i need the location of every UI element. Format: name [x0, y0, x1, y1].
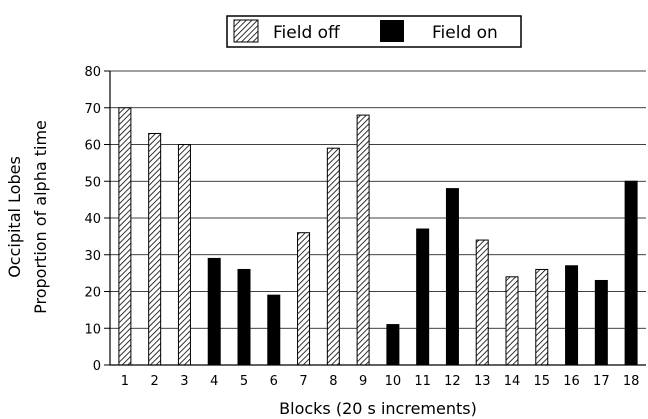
legend-label-field-off: Field off [273, 23, 341, 43]
x-tick-label-11: 11 [414, 374, 431, 389]
x-tick-label-1: 1 [121, 374, 129, 389]
bar-block-15 [535, 268, 549, 366]
bars [118, 107, 638, 366]
y-tick-labels: 0 10 20 30 40 50 60 70 80 [84, 65, 101, 374]
bar-block-7 [297, 232, 311, 366]
x-tick-label-2: 2 [151, 374, 159, 389]
y-tick-label-10: 10 [84, 322, 101, 337]
x-tick-labels: 1 2 3 4 5 6 7 8 9 10 11 12 13 14 15 16 17 18 [121, 374, 640, 389]
y-tick-label-0: 0 [93, 359, 101, 374]
y-tick-label-80: 80 [84, 65, 101, 80]
bar-block-9 [356, 114, 370, 366]
bar-block-1 [118, 107, 132, 366]
bar-block-11 [416, 228, 430, 366]
legend-swatch-field-off [233, 19, 259, 43]
bar-block-2 [148, 132, 162, 366]
x-tick-label-15: 15 [534, 374, 551, 389]
bar-block-6 [267, 294, 281, 366]
x-tick-label-9: 9 [359, 374, 367, 389]
x-tick-label-10: 10 [385, 374, 402, 389]
bar-block-18 [624, 180, 638, 366]
bar-block-14 [505, 276, 519, 366]
x-tick-label-4: 4 [210, 374, 218, 389]
bar-block-3 [177, 144, 191, 366]
y-tick-label-70: 70 [84, 102, 101, 117]
x-tick-label-12: 12 [444, 374, 461, 389]
y-axis-title-line2: Proportion of alpha time [31, 120, 50, 314]
gridlines [110, 70, 646, 329]
x-tick-label-6: 6 [270, 374, 278, 389]
bar-block-8 [326, 147, 340, 366]
bar-block-13 [475, 239, 489, 366]
y-tick-label-60: 60 [84, 139, 101, 154]
x-tick-label-3: 3 [180, 374, 188, 389]
x-tick-label-8: 8 [329, 374, 337, 389]
axes [104, 70, 646, 366]
x-tick-label-13: 13 [474, 374, 491, 389]
x-axis-title: Blocks (20 s increments) [279, 399, 477, 418]
legend-swatch-field-on [380, 20, 404, 42]
y-tick-label-50: 50 [84, 175, 101, 190]
x-tick-label-17: 17 [593, 374, 610, 389]
bar-block-10 [386, 324, 400, 366]
bar-block-16 [565, 265, 579, 366]
bar-block-5 [237, 268, 251, 366]
legend-box [226, 15, 522, 48]
x-tick-label-5: 5 [240, 374, 248, 389]
x-tick-label-7: 7 [299, 374, 307, 389]
x-tick-label-14: 14 [504, 374, 521, 389]
y-tick-label-20: 20 [84, 286, 101, 301]
bar-block-17 [594, 279, 608, 366]
y-axis-title-line1: Occipital Lobes [5, 156, 24, 278]
y-tick-label-30: 30 [84, 249, 101, 264]
bar-block-12 [445, 188, 459, 366]
legend: Field off Field on [226, 15, 522, 48]
x-tick-label-16: 16 [563, 374, 580, 389]
x-tick-label-18: 18 [623, 374, 640, 389]
y-tick-label-40: 40 [84, 212, 101, 227]
bar-block-4 [207, 257, 221, 366]
legend-label-field-on: Field on [432, 23, 498, 43]
